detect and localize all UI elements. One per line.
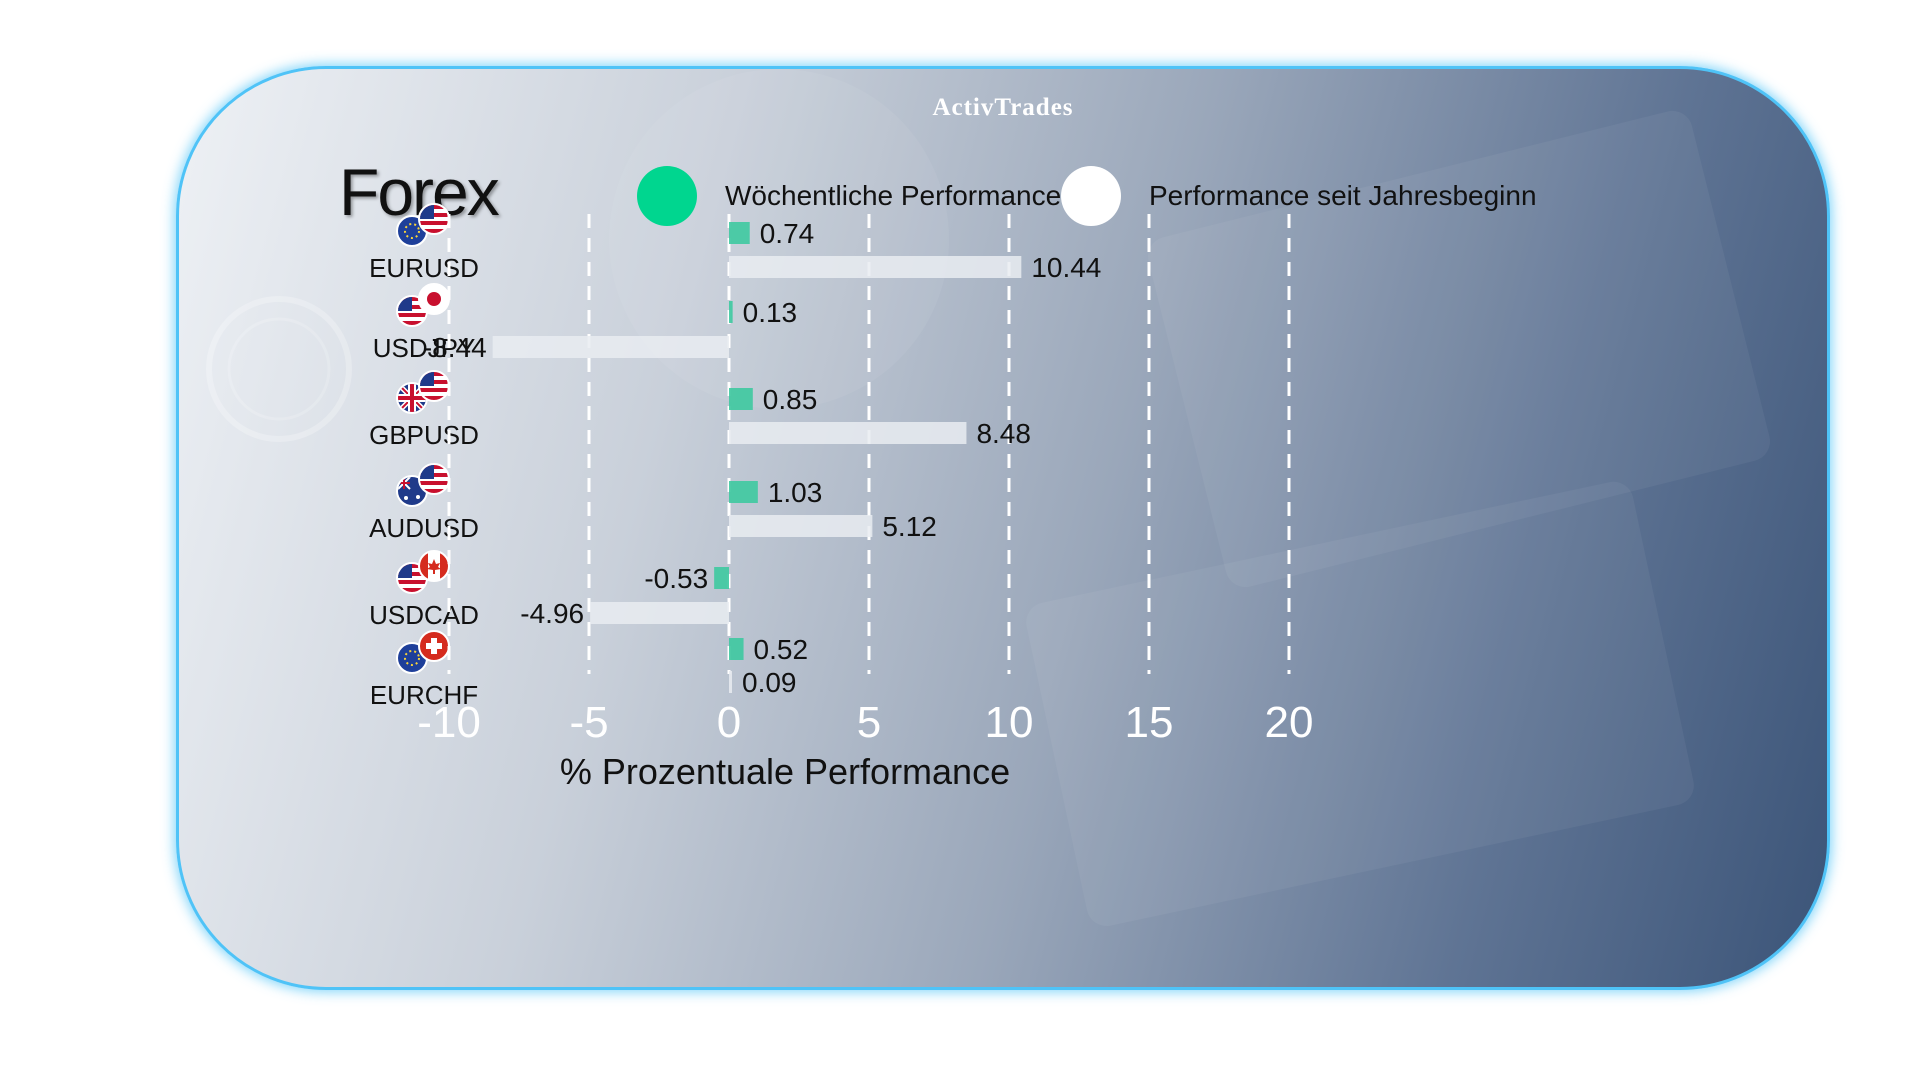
weekly-bar xyxy=(729,301,733,323)
x-axis-label: % Prozentuale Performance xyxy=(560,751,1010,792)
pair-eurchf: EURCHF xyxy=(334,630,514,711)
ytd-value-label: -4.96 xyxy=(520,598,584,629)
legend-ytd: Performance seit Jahresbeginn xyxy=(1061,166,1537,226)
weekly-value-label: 1.03 xyxy=(768,477,823,508)
legend-ytd-label: Performance seit Jahresbeginn xyxy=(1149,180,1537,211)
eu-flag-icon xyxy=(396,215,428,247)
pair-eurusd: EURUSD xyxy=(334,203,514,284)
ch-flag-icon xyxy=(418,630,450,662)
x-tick-label: 5 xyxy=(857,698,881,747)
ca-flag-icon xyxy=(418,550,450,582)
legend-ytd-dot xyxy=(1061,166,1121,226)
weekly-value-label: 0.85 xyxy=(763,384,818,415)
pair-gbpusd: GBPUSD xyxy=(334,370,514,451)
weekly-value-label: 0.13 xyxy=(743,297,798,328)
ytd-bar xyxy=(729,256,1022,278)
ytd-value-label: 10.44 xyxy=(1031,252,1101,283)
ytd-bar xyxy=(590,602,729,624)
us-flag-icon xyxy=(418,203,450,235)
legend-weekly: Wöchentliche Performance xyxy=(637,166,1061,226)
pair-label: USDCAD xyxy=(369,600,479,630)
x-tick-label: 10 xyxy=(985,698,1034,747)
legend-weekly-label: Wöchentliche Performance xyxy=(725,180,1062,211)
weekly-bar xyxy=(714,567,729,589)
pair-label: GBPUSD xyxy=(369,420,479,450)
ytd-value-label: -8.44 xyxy=(423,332,487,363)
weekly-bar xyxy=(729,638,744,660)
pair-label: AUDUSD xyxy=(369,513,479,543)
weekly-value-label: -0.53 xyxy=(644,563,708,594)
x-tick-label: 0 xyxy=(717,698,741,747)
performance-bar-chart: -10 -5 0 5 10 15 20 0.74 0.13 0.85 1.03 -0.53 0.52 10… xyxy=(417,214,1314,792)
pair-label: USDJPY xyxy=(372,333,476,363)
ytd-bar xyxy=(729,515,873,537)
chart-card: ActivTrades Forex Wöchentliche Performan… xyxy=(176,66,1830,990)
weekly-value-label: 0.52 xyxy=(754,634,809,665)
ytd-value-label: 5.12 xyxy=(882,511,937,542)
x-tick-label: -10 xyxy=(417,698,481,747)
ytd-bar xyxy=(492,336,729,358)
pair-audusd: AUDUSD xyxy=(334,463,514,544)
weekly-bar xyxy=(729,222,750,244)
x-tick-label: 15 xyxy=(1125,698,1174,747)
banknote-background xyxy=(206,69,1770,927)
weekly-bar xyxy=(729,481,758,503)
activtrades-logo: ActivTrades xyxy=(932,94,1074,121)
weekly-value-label: 0.74 xyxy=(760,218,815,249)
weekly-bar xyxy=(729,388,753,410)
x-tick-label: -5 xyxy=(569,698,608,747)
ytd-value-label: 0.09 xyxy=(742,667,797,698)
pair-label: EURCHF xyxy=(369,680,479,710)
pair-usdcad: USDCAD xyxy=(334,550,514,631)
ytd-value-label: 8.48 xyxy=(976,418,1030,449)
legend-weekly-dot xyxy=(637,166,697,226)
pair-label: EURUSD xyxy=(369,253,479,283)
x-tick-label: 20 xyxy=(1265,698,1314,747)
ytd-bar xyxy=(729,422,967,444)
ytd-bar xyxy=(729,671,732,693)
pair-usdjpy: USDJPY xyxy=(334,283,514,364)
